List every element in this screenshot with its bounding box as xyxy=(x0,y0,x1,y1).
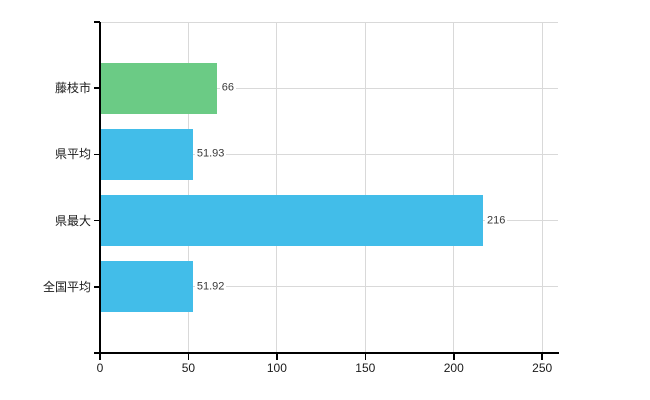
x-tick-label: 50 xyxy=(181,361,196,375)
x-tick-label: 150 xyxy=(355,361,376,375)
x-tick-label: 0 xyxy=(96,361,104,375)
x-tick-label: 100 xyxy=(266,361,287,375)
x-tick xyxy=(276,353,278,360)
x-axis-line xyxy=(94,352,559,354)
gridline-vertical xyxy=(364,22,366,353)
y-tick xyxy=(94,286,100,288)
value-label: 216 xyxy=(485,214,508,228)
bar xyxy=(100,195,483,247)
category-label: 県平均 xyxy=(54,147,91,162)
category-label: 全国平均 xyxy=(42,279,91,294)
bar xyxy=(100,261,193,313)
gridline-horizontal xyxy=(100,87,558,89)
category-label: 藤枝市 xyxy=(54,81,91,96)
x-tick xyxy=(99,353,101,360)
gridline-top-border xyxy=(100,21,558,23)
value-label: 51.93 xyxy=(194,147,227,161)
y-axis-line xyxy=(99,22,101,355)
value-label: 66 xyxy=(219,81,236,95)
x-tick xyxy=(541,353,543,360)
value-label: 51.92 xyxy=(194,280,227,294)
x-tick xyxy=(364,353,367,360)
y-tick xyxy=(94,153,100,156)
x-tick xyxy=(187,353,190,360)
y-axis-top-tick xyxy=(94,21,100,23)
x-tick-label: 250 xyxy=(532,361,553,375)
y-tick xyxy=(94,87,100,89)
bar xyxy=(100,128,193,180)
gridline-vertical xyxy=(187,22,189,353)
gridline-horizontal xyxy=(100,153,558,155)
gridline-vertical xyxy=(453,22,455,353)
category-label: 県最大 xyxy=(54,213,91,228)
bar xyxy=(100,62,218,114)
gridline-horizontal xyxy=(100,286,558,288)
y-tick xyxy=(94,219,100,222)
x-tick xyxy=(453,353,455,360)
gridline-vertical xyxy=(541,22,543,353)
x-tick-label: 200 xyxy=(443,361,464,375)
gridline-vertical xyxy=(276,22,278,353)
